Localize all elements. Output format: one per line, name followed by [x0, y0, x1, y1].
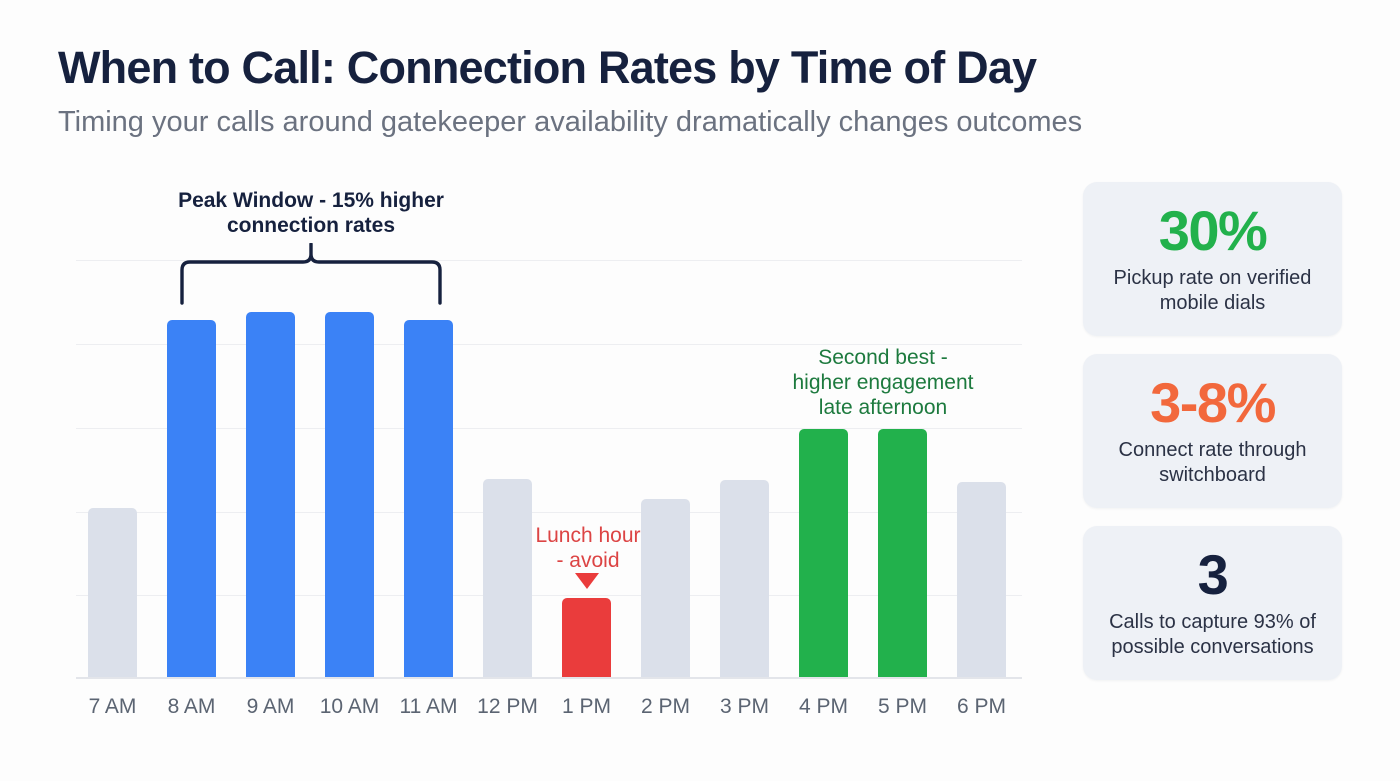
- peak-window-line1: Peak Window - 15% higher: [178, 189, 444, 212]
- x-tick-8-am: 8 AM: [167, 695, 216, 718]
- bar-12-pm[interactable]: [483, 479, 532, 677]
- bar-1-pm[interactable]: [562, 598, 611, 677]
- bar-6-pm[interactable]: [957, 482, 1006, 677]
- x-tick-12-pm: 12 PM: [477, 695, 538, 718]
- bar-9-am[interactable]: [246, 312, 295, 677]
- page-title: When to Call: Connection Rates by Time o…: [58, 42, 1037, 93]
- page-subtitle: Timing your calls around gatekeeper avai…: [58, 106, 1083, 138]
- gridline-3: [76, 512, 1022, 513]
- x-tick-7-am: 7 AM: [88, 695, 137, 718]
- x-tick-2-pm: 2 PM: [640, 695, 690, 718]
- x-tick-3-pm: 3 PM: [719, 695, 769, 718]
- bar-3-pm[interactable]: [720, 480, 769, 677]
- second-best-line3: late afternoon: [818, 396, 948, 419]
- second-best-line2: higher engagement: [792, 371, 974, 394]
- stat-value-1: 30%: [1158, 199, 1268, 262]
- stat-label-1-line2: mobile dials: [1159, 292, 1266, 314]
- bar-11-am[interactable]: [404, 320, 453, 677]
- stat-value-3: 3: [1197, 543, 1229, 606]
- x-tick-9-am: 9 AM: [246, 695, 295, 718]
- peak-window-annotation: Peak Window - 15% higher connection rate…: [165, 188, 457, 238]
- x-tick-10-am: 10 AM: [319, 695, 380, 718]
- stat-label-1-line1: Pickup rate on verified: [1113, 267, 1312, 289]
- x-tick-1-pm: 1 PM: [561, 695, 611, 718]
- chart-baseline: [76, 677, 1022, 679]
- stat-card-1[interactable]: 30% Pickup rate on verified mobile dials: [1083, 182, 1342, 336]
- stat-label-3-line1: Calls to capture 93% of: [1109, 611, 1316, 633]
- gridline-2: [76, 428, 1022, 429]
- bar-2-pm[interactable]: [641, 499, 690, 677]
- lunch-hour-annotation: Lunch hour - avoid: [513, 523, 663, 573]
- bar-10-am[interactable]: [325, 312, 374, 677]
- bar-5-pm[interactable]: [878, 429, 927, 677]
- lunch-hour-line1: Lunch hour: [535, 524, 641, 547]
- bar-4-pm[interactable]: [799, 429, 848, 677]
- x-tick-6-pm: 6 PM: [956, 695, 1006, 718]
- stat-label-2-line1: Connect rate through: [1118, 439, 1307, 461]
- stat-value-2: 3-8%: [1150, 371, 1276, 434]
- gridline-1: [76, 344, 1022, 345]
- second-best-line1: Second best -: [818, 346, 948, 369]
- peak-window-line2: connection rates: [226, 214, 396, 237]
- stat-label-3-line2: possible conversations: [1111, 636, 1314, 658]
- gridline-4: [76, 595, 1022, 596]
- bar-chart: 7 AM 8 AM 9 AM 10 AM 11 AM 12 PM 1 PM 2 PM 3 PM 4…: [76, 188, 1028, 718]
- stat-card-2[interactable]: 3-8% Connect rate through switchboard: [1083, 354, 1342, 508]
- stat-card-3[interactable]: 3 Calls to capture 93% of possible convers…: [1083, 526, 1342, 680]
- stat-cards-panel: 30% Pickup rate on verified mobile dials 3-…: [1083, 182, 1342, 680]
- lunch-hour-line2: - avoid: [556, 549, 620, 572]
- bar-7-am[interactable]: [88, 508, 137, 677]
- curly-brace-icon: [180, 243, 442, 305]
- stat-label-2-line2: switchboard: [1159, 464, 1266, 486]
- x-tick-5-pm: 5 PM: [877, 695, 927, 718]
- x-tick-4-pm: 4 PM: [798, 695, 848, 718]
- bar-8-am[interactable]: [167, 320, 216, 677]
- x-tick-11-am: 11 AM: [399, 695, 458, 718]
- gridline-0: [76, 260, 1022, 261]
- second-best-annotation: Second best - higher engagement late aft…: [738, 345, 1028, 420]
- triangle-down-icon: [575, 573, 599, 589]
